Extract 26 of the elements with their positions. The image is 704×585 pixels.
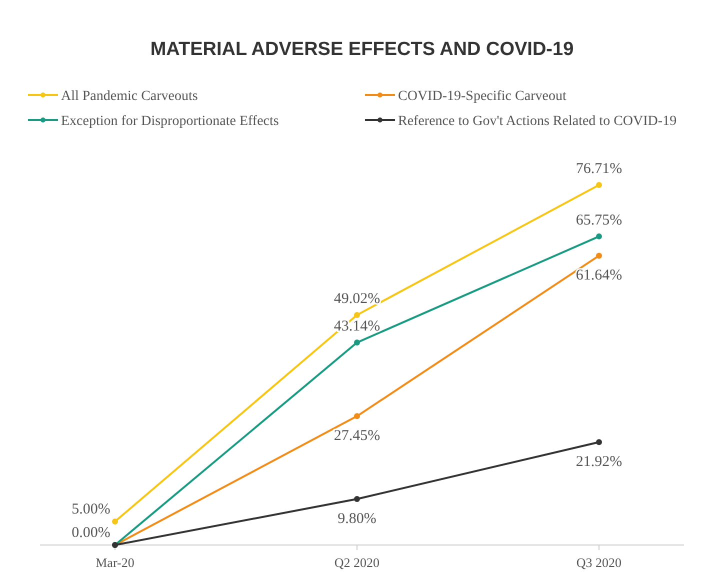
- data-label: 49.02%: [334, 290, 380, 307]
- data-label: 5.00%: [72, 502, 110, 518]
- data-label: 9.80%: [338, 511, 376, 528]
- x-tick-label: Q3 2020: [576, 555, 622, 570]
- x-tick-label: Q2 2020: [334, 555, 380, 570]
- point: [354, 413, 360, 420]
- data-label: 76.71%: [576, 161, 622, 177]
- x-tick-label: Mar-20: [96, 555, 134, 570]
- legend-label: All Pandemic Carveouts: [61, 89, 198, 104]
- point: [596, 252, 602, 259]
- legend-label: COVID-19-Specific Carveout: [398, 89, 566, 104]
- legend-label: Reference to Gov't Actions Related to COVID-19: [398, 114, 677, 129]
- point: [354, 496, 360, 502]
- point: [596, 233, 602, 240]
- point: [596, 439, 602, 446]
- chart-title: MATERIAL ADVERSE EFFECTS AND COVID-19: [150, 39, 574, 60]
- data-label: 27.45%: [334, 428, 380, 444]
- point: [596, 182, 602, 188]
- data-label: 21.92%: [576, 454, 622, 470]
- point: [354, 312, 360, 318]
- legend-label: Exception for Disproportionate Effects: [61, 114, 279, 129]
- data-label: 65.75%: [576, 212, 622, 228]
- data-label: 0.00%: [72, 525, 110, 541]
- data-label: 61.64%: [576, 268, 622, 284]
- point: [354, 340, 360, 346]
- point: [112, 518, 118, 525]
